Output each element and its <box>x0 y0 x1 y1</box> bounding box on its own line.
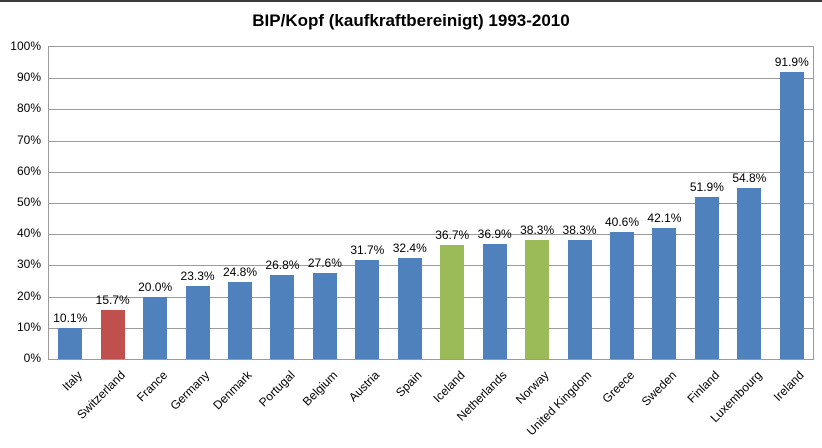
gridline <box>49 78 813 80</box>
bar-value-label: 31.7% <box>350 243 385 258</box>
gridline <box>49 203 813 204</box>
x-axis-category-label: Austria <box>345 368 383 405</box>
gridline <box>49 171 813 173</box>
x-axis-category-label: Denmark <box>210 368 255 413</box>
bar-france <box>143 296 168 359</box>
x-axis-category-label: Norway <box>513 368 553 407</box>
y-axis-tick-label: 0% <box>23 351 41 365</box>
x-axis-category-label: Sweden <box>638 368 680 409</box>
bar-value-label: 38.3% <box>562 222 597 237</box>
y-axis-tick-label: 50% <box>16 195 41 209</box>
bar-value-label: 26.8% <box>265 258 300 273</box>
x-axis-category-label: France <box>133 368 171 405</box>
bar-spain <box>397 257 422 359</box>
bar-value-label: 42.1% <box>647 210 682 225</box>
bar-belgium <box>312 272 337 359</box>
gridline <box>49 327 813 329</box>
x-axis-category-label: Spain <box>393 368 425 400</box>
bar-value-label: 20.0% <box>138 279 173 294</box>
x-axis-category-label: Belgium <box>299 368 340 409</box>
bar-value-label: 40.6% <box>604 215 640 230</box>
bar-value-label: 36.7% <box>435 227 470 242</box>
x-axis-category-label: Iceland <box>429 368 468 406</box>
gridline <box>49 109 813 111</box>
x-axis-category-label: Germany <box>167 368 213 413</box>
bar-united-kingdom <box>567 239 592 359</box>
gridline <box>49 140 813 142</box>
plot-area: 10.1% 15.7% 20.0% 23.3% 24.8% 26.8% 27.6% 31.7%… <box>48 46 814 360</box>
bar-austria <box>355 260 380 359</box>
bar-ireland <box>779 72 804 359</box>
y-axis-tick-label: 20% <box>16 288 41 303</box>
x-axis-category-label: Portugal <box>255 368 298 410</box>
x-axis-category-label: Finland <box>684 368 722 406</box>
bar-value-label: 36.9% <box>477 226 512 241</box>
x-axis-category-label: Ireland <box>770 368 807 404</box>
bar-finland <box>694 197 719 359</box>
y-axis-tick-label: 40% <box>16 226 41 241</box>
y-axis-tick-label: 100% <box>10 39 41 53</box>
gridline <box>49 234 813 236</box>
bar-denmark <box>228 281 252 359</box>
bar-value-label: 10.1% <box>53 310 88 325</box>
x-axis-category-label: Italy <box>59 368 86 394</box>
bar-value-label: 91.9% <box>774 55 809 70</box>
bar-value-label: 54.8% <box>732 171 767 186</box>
top-border-line <box>0 0 822 2</box>
y-axis-tick-label: 60% <box>16 163 41 178</box>
gridline <box>49 265 813 267</box>
bar-value-label: 32.4% <box>392 240 427 255</box>
bar-value-label: 23.3% <box>180 269 215 284</box>
bar-switzerland <box>100 310 125 359</box>
bar-value-label: 24.8% <box>222 264 258 279</box>
bar-value-label: 27.6% <box>307 255 342 270</box>
bar-netherlands <box>482 243 507 359</box>
y-axis-tick-label: 30% <box>16 257 41 272</box>
y-axis-tick-label: 90% <box>16 70 41 85</box>
chart-title: BIP/Kopf (kaufkraftbereinigt) 1993-2010 <box>252 11 570 30</box>
bar-luxembourg <box>737 188 762 359</box>
bar-germany <box>185 286 210 359</box>
bar-norway <box>525 239 550 359</box>
bar-value-label: 15.7% <box>95 293 130 308</box>
x-axis-category-label: Greece <box>599 368 637 406</box>
bar-iceland <box>440 244 465 359</box>
y-axis-tick-label: 10% <box>16 319 41 334</box>
bar-greece <box>610 232 634 359</box>
bar-value-label: 38.3% <box>520 222 555 237</box>
y-axis-tick-label: 70% <box>16 132 41 147</box>
bar-value-label: 51.9% <box>689 180 724 195</box>
bar-italy <box>58 327 83 359</box>
bar-sweden <box>652 227 677 359</box>
bar-portugal <box>270 275 295 359</box>
y-axis-tick-label: 80% <box>16 101 41 116</box>
gridline <box>49 296 813 298</box>
